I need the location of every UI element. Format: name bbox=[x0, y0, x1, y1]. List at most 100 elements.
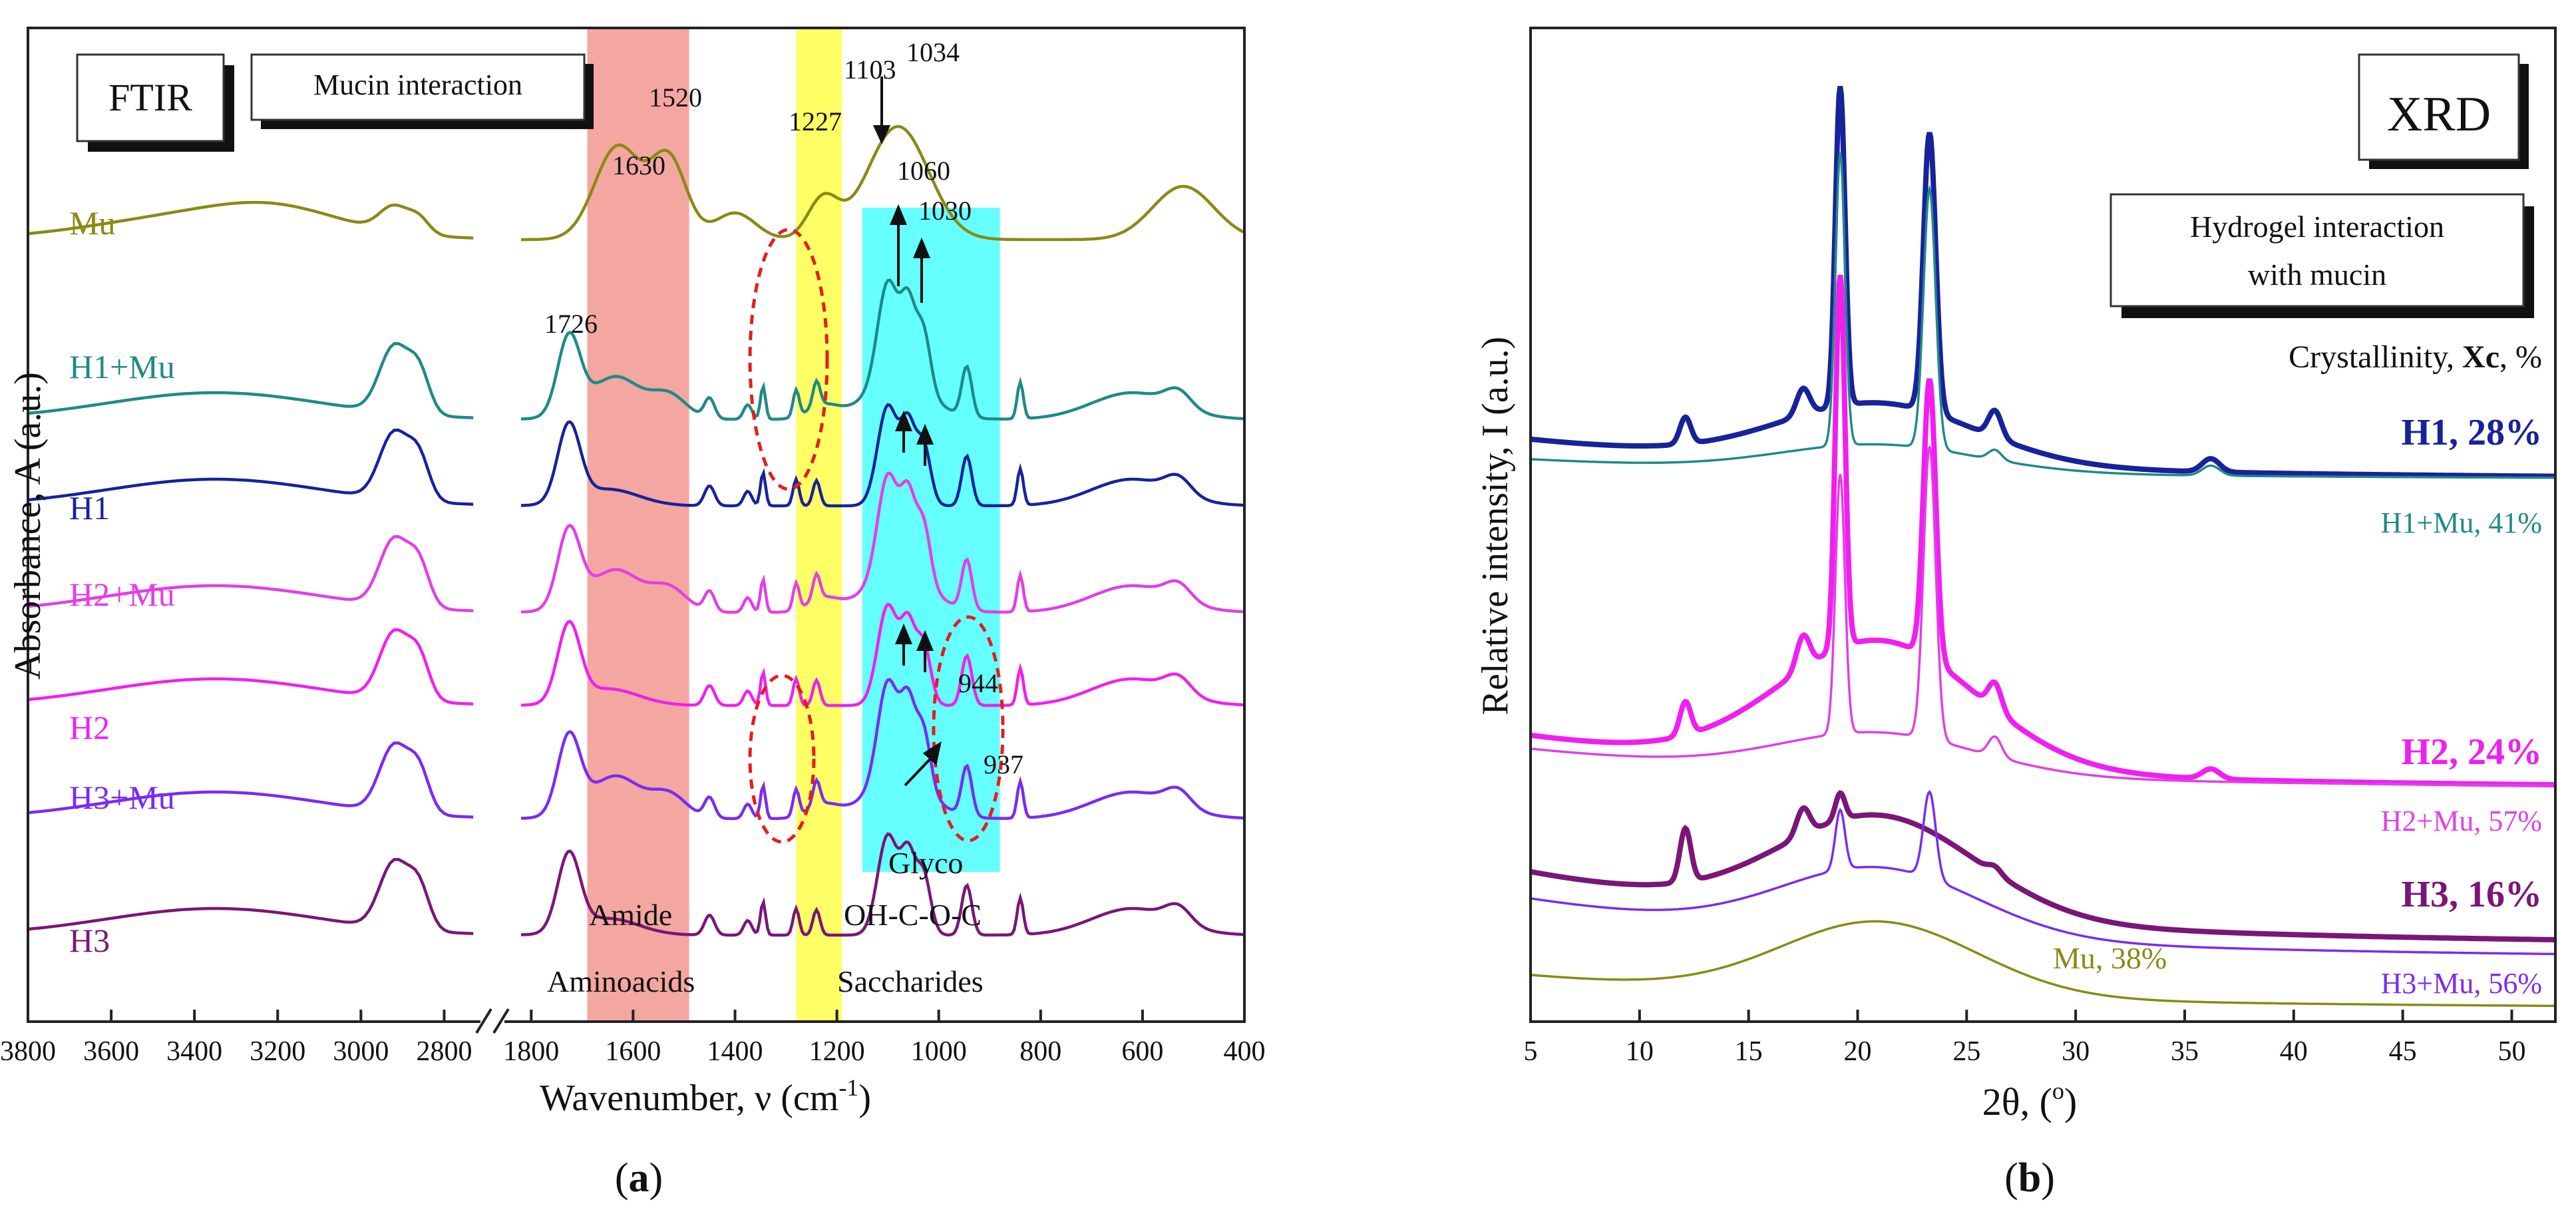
hydrogel-line2: with mucin bbox=[2248, 258, 2386, 292]
xrd-tick-label-3: 20 bbox=[1843, 1036, 1871, 1067]
band-glyco-label: Glyco bbox=[888, 846, 963, 880]
ftir-curve-left-4 bbox=[27, 628, 474, 705]
tick-label-right-5: 800 bbox=[1019, 1036, 1061, 1067]
peak-1726: 1726 bbox=[544, 309, 598, 339]
xrd-curve-0 bbox=[1530, 86, 2555, 479]
tick-label-right-0: 1800 bbox=[503, 1036, 559, 1067]
ftir-curve-left-5 bbox=[27, 741, 474, 819]
band-aminoacids-label: Aminoacids bbox=[547, 964, 695, 998]
peak-1034: 1034 bbox=[906, 37, 960, 67]
tick-label-right-1: 1600 bbox=[605, 1036, 661, 1067]
panel-a-label: (a) bbox=[615, 1155, 663, 1201]
xrd-panel: 5 10 15 20 25 30 35 40 45 50 XRD Hydrogel interac… bbox=[1475, 27, 2557, 1201]
peak-1227: 1227 bbox=[789, 106, 842, 136]
band-ohcoc-label: OH-C-O-C bbox=[844, 898, 982, 932]
xrd-curve-4 bbox=[1530, 790, 2555, 942]
xrd-tick-label-8: 45 bbox=[2389, 1036, 2417, 1067]
xrd-curve-2 bbox=[1530, 274, 2555, 788]
xrd-plot-frame bbox=[1529, 27, 2557, 1023]
xrd-curve-1 bbox=[1530, 152, 2555, 479]
xrd-tick-label-1: 10 bbox=[1626, 1036, 1654, 1067]
dashed-ellipse-1 bbox=[748, 228, 829, 491]
ftir-y-axis-label: Absorbance, A (a.u.) bbox=[7, 372, 49, 680]
xrd-label-h3: H3, 16% bbox=[2401, 874, 2542, 915]
xrd-x-ticks: 5 10 15 20 25 30 35 40 45 50 bbox=[1524, 1010, 2525, 1067]
tick-label-left-5: 2800 bbox=[416, 1036, 472, 1067]
ftir-bands bbox=[587, 28, 1000, 1022]
tick-label-left-3: 3200 bbox=[250, 1036, 305, 1067]
xrd-tick-label-9: 50 bbox=[2497, 1036, 2525, 1067]
xrd-label-mu: Mu, 38% bbox=[2053, 941, 2167, 975]
xrd-tick-label-0: 5 bbox=[1524, 1036, 1538, 1067]
band-0 bbox=[587, 28, 689, 1022]
xrd-label-h1mu: H1+Mu, 41% bbox=[2381, 506, 2542, 539]
xrd-label-h2: H2, 24% bbox=[2401, 731, 2542, 773]
ftir-curve-right-4 bbox=[520, 602, 1245, 707]
xrd-title: XRD bbox=[2387, 87, 2491, 142]
peak-1060: 1060 bbox=[897, 156, 950, 186]
hydrogel-line1: Hydrogel interaction bbox=[2190, 210, 2444, 244]
ftir-curve-right-3 bbox=[520, 471, 1245, 614]
tick-label-right-2: 1400 bbox=[707, 1036, 763, 1067]
ftir-title-box: FTIR bbox=[76, 53, 234, 152]
xrd-series-labels: H1, 28% H1+Mu, 41% H2, 24% H2+Mu, 57% H3… bbox=[2053, 412, 2542, 1000]
xrd-label-h1: H1, 28% bbox=[2401, 412, 2542, 453]
xrd-tick-label-5: 30 bbox=[2062, 1036, 2090, 1067]
band-saccharides-label: Saccharides bbox=[837, 964, 984, 998]
ftir-curve-left-6 bbox=[27, 858, 474, 935]
ftir-curve-right-5 bbox=[520, 678, 1245, 821]
ftir-curve-left-0 bbox=[27, 200, 474, 240]
peak-1103: 1103 bbox=[844, 55, 896, 85]
band-amide-label: Amide bbox=[589, 898, 672, 932]
ftir-peak-labels: 1630 1520 1227 1103 1034 1060 1030 1726 … bbox=[544, 37, 1023, 779]
peak-1030: 1030 bbox=[918, 196, 972, 226]
ftir-curve-right-1 bbox=[520, 278, 1245, 421]
tick-label-right-7: 400 bbox=[1224, 1036, 1266, 1067]
ftir-x-axis-label: Wavenumber, ν (cm-1) bbox=[540, 1074, 871, 1119]
ftir-curve-right-2 bbox=[520, 403, 1245, 508]
peak-937: 937 bbox=[984, 749, 1023, 779]
dashed-ellipse-2 bbox=[748, 674, 816, 844]
crystallinity-title: Crystallinity, Xc, % bbox=[2289, 339, 2542, 375]
mucin-interaction-box: Mucin interaction bbox=[250, 53, 594, 129]
label-h2: H2 bbox=[69, 709, 110, 746]
tick-label-left-4: 3000 bbox=[333, 1036, 389, 1067]
ftir-curve-left-3 bbox=[27, 535, 474, 612]
peak-1520: 1520 bbox=[649, 83, 702, 112]
xrd-curve-5 bbox=[1530, 789, 2555, 956]
ftir-series-labels: Mu H1+Mu H1 H2+Mu H2 H3+Mu H3 bbox=[69, 204, 175, 959]
xrd-curve-3 bbox=[1530, 446, 2555, 787]
peak-1630: 1630 bbox=[612, 150, 665, 180]
xrd-x-axis-label: 2θ, (o) bbox=[1982, 1078, 2077, 1123]
label-h1mu: H1+Mu bbox=[69, 348, 175, 385]
ftir-title: FTIR bbox=[108, 76, 192, 119]
ftir-curve-left-2 bbox=[27, 429, 474, 506]
ftir-curve-left-1 bbox=[27, 342, 474, 419]
peak-944: 944 bbox=[958, 668, 998, 698]
panel-b-label: (b) bbox=[2004, 1155, 2055, 1201]
dashed-ellipse-3 bbox=[932, 615, 1005, 843]
xrd-y-axis-label: Relative intensity, I (a.u.) bbox=[1475, 337, 1516, 715]
tick-label-left-0: 3800 bbox=[0, 1036, 56, 1067]
xrd-curves bbox=[1530, 86, 2555, 1008]
tick-label-left-2: 3400 bbox=[166, 1036, 222, 1067]
xrd-tick-label-6: 35 bbox=[2171, 1036, 2199, 1067]
ftir-curve-right-6 bbox=[520, 832, 1245, 937]
band-1 bbox=[796, 28, 842, 1022]
xrd-label-h3mu: H3+Mu, 56% bbox=[2381, 967, 2542, 1000]
ftir-curves bbox=[27, 124, 1245, 937]
ftir-band-labels: Amide Aminoacids OH-C-O-C Saccharides Gl… bbox=[547, 846, 984, 998]
label-mu: Mu bbox=[69, 204, 115, 242]
peak-arrows bbox=[872, 77, 942, 787]
axis-break-mark bbox=[475, 1008, 510, 1034]
label-h3: H3 bbox=[69, 922, 110, 959]
xrd-label-h2mu: H2+Mu, 57% bbox=[2381, 805, 2542, 837]
band-2 bbox=[862, 208, 1000, 872]
xrd-curve-6 bbox=[1530, 920, 2555, 1008]
hydrogel-interaction-box: Hydrogel interaction with mucin bbox=[2110, 193, 2534, 318]
tick-label-right-3: 1200 bbox=[809, 1036, 865, 1067]
xrd-tick-label-4: 25 bbox=[1952, 1036, 1980, 1067]
xrd-title-box: XRD bbox=[2358, 53, 2529, 169]
label-h1: H1 bbox=[69, 489, 110, 526]
tick-label-right-6: 600 bbox=[1121, 1036, 1163, 1067]
